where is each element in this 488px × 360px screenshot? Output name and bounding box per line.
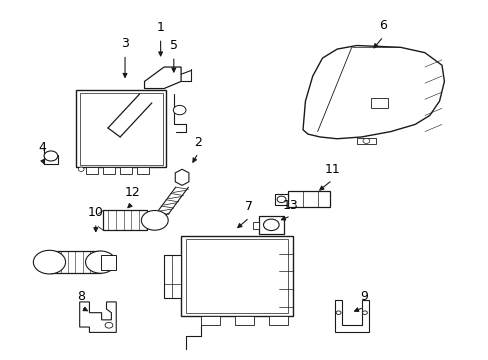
Polygon shape bbox=[144, 67, 181, 89]
Text: 4: 4 bbox=[38, 141, 46, 154]
Bar bbox=[120, 167, 132, 174]
Text: 5: 5 bbox=[169, 39, 178, 52]
Bar bbox=[370, 98, 387, 108]
Circle shape bbox=[173, 105, 185, 115]
Text: 9: 9 bbox=[359, 290, 367, 303]
Text: 8: 8 bbox=[77, 290, 85, 303]
Circle shape bbox=[78, 167, 84, 171]
Text: 10: 10 bbox=[88, 206, 103, 219]
Polygon shape bbox=[303, 45, 444, 139]
Polygon shape bbox=[80, 302, 116, 332]
Text: 12: 12 bbox=[124, 186, 140, 199]
Text: 11: 11 bbox=[324, 163, 340, 176]
Polygon shape bbox=[334, 300, 368, 332]
Bar bbox=[200, 316, 220, 325]
Bar bbox=[185, 239, 288, 313]
Bar bbox=[103, 211, 147, 230]
Bar bbox=[80, 93, 162, 165]
Circle shape bbox=[362, 311, 366, 315]
Text: 6: 6 bbox=[379, 19, 386, 32]
Circle shape bbox=[33, 250, 65, 274]
Circle shape bbox=[335, 311, 340, 315]
Bar bbox=[181, 235, 293, 316]
Bar bbox=[274, 194, 288, 205]
Bar bbox=[253, 222, 259, 229]
Bar bbox=[259, 216, 283, 234]
Circle shape bbox=[85, 251, 116, 273]
Text: 1: 1 bbox=[156, 21, 164, 34]
Bar bbox=[163, 255, 181, 298]
Bar bbox=[101, 255, 116, 270]
Text: 7: 7 bbox=[245, 201, 253, 213]
Circle shape bbox=[263, 219, 279, 230]
Circle shape bbox=[277, 196, 285, 203]
Text: 2: 2 bbox=[194, 136, 202, 149]
Text: 13: 13 bbox=[283, 199, 298, 212]
Bar bbox=[103, 167, 115, 174]
Bar bbox=[86, 167, 98, 174]
Bar bbox=[137, 167, 149, 174]
Bar bbox=[76, 90, 166, 167]
Circle shape bbox=[362, 138, 369, 143]
Bar bbox=[356, 138, 375, 144]
Text: 3: 3 bbox=[121, 37, 129, 50]
Bar bbox=[268, 316, 288, 325]
Circle shape bbox=[44, 151, 58, 161]
Circle shape bbox=[105, 322, 113, 328]
Bar bbox=[234, 316, 254, 325]
Bar bbox=[49, 251, 101, 273]
Bar bbox=[288, 191, 329, 207]
Circle shape bbox=[141, 211, 168, 230]
Polygon shape bbox=[175, 169, 188, 185]
